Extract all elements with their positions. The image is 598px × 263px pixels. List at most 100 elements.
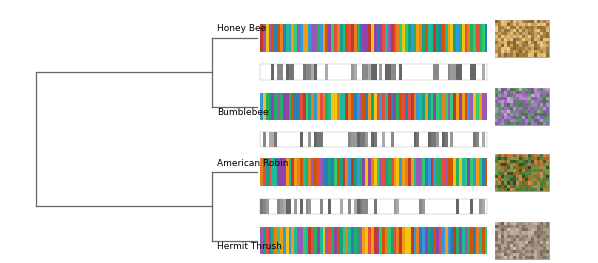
- Bar: [274, 93, 277, 120]
- Bar: [309, 158, 311, 186]
- Bar: [522, 253, 525, 256]
- Bar: [522, 188, 525, 191]
- Bar: [513, 163, 516, 166]
- Bar: [277, 64, 283, 80]
- Bar: [507, 235, 510, 237]
- Bar: [534, 110, 537, 113]
- Bar: [537, 235, 540, 237]
- Bar: [522, 166, 525, 169]
- Bar: [481, 158, 484, 186]
- Bar: [513, 23, 516, 26]
- Bar: [525, 228, 528, 231]
- Bar: [495, 157, 498, 160]
- Bar: [445, 93, 447, 120]
- Bar: [513, 94, 516, 97]
- Bar: [320, 158, 323, 186]
- Bar: [354, 158, 356, 186]
- Bar: [531, 178, 534, 181]
- Bar: [422, 93, 425, 120]
- Bar: [428, 24, 431, 52]
- Bar: [391, 227, 393, 255]
- Bar: [274, 132, 277, 147]
- Bar: [314, 64, 317, 80]
- Bar: [453, 158, 456, 186]
- Bar: [393, 93, 396, 120]
- Bar: [498, 47, 501, 50]
- Bar: [528, 185, 531, 188]
- Bar: [504, 26, 507, 29]
- Bar: [516, 228, 519, 231]
- Bar: [343, 93, 346, 120]
- Bar: [504, 166, 507, 169]
- Bar: [365, 24, 368, 52]
- Bar: [513, 160, 516, 163]
- Bar: [537, 41, 540, 44]
- Bar: [531, 26, 534, 29]
- Bar: [436, 93, 439, 120]
- Bar: [534, 97, 537, 100]
- Bar: [528, 160, 531, 163]
- Bar: [291, 93, 294, 120]
- Bar: [311, 158, 314, 186]
- Bar: [516, 157, 519, 160]
- Bar: [495, 225, 498, 228]
- Bar: [306, 158, 309, 186]
- Bar: [525, 110, 528, 113]
- Bar: [540, 47, 543, 50]
- Bar: [510, 163, 513, 166]
- Bar: [365, 93, 368, 120]
- Bar: [525, 235, 528, 237]
- Bar: [408, 227, 411, 255]
- Bar: [337, 93, 340, 120]
- Bar: [516, 172, 519, 175]
- Bar: [365, 132, 368, 147]
- Bar: [388, 24, 391, 52]
- Bar: [495, 47, 498, 50]
- Bar: [379, 93, 382, 120]
- Bar: [513, 88, 516, 91]
- Bar: [534, 157, 537, 160]
- Bar: [546, 35, 549, 38]
- Bar: [531, 225, 534, 228]
- Bar: [377, 24, 379, 52]
- Bar: [528, 178, 531, 181]
- Bar: [337, 24, 340, 52]
- Bar: [543, 110, 546, 113]
- Bar: [504, 178, 507, 181]
- Bar: [428, 132, 434, 147]
- Bar: [528, 23, 531, 26]
- Bar: [269, 158, 271, 186]
- Bar: [525, 247, 528, 250]
- Bar: [286, 93, 288, 120]
- Bar: [311, 227, 314, 255]
- Bar: [325, 158, 328, 186]
- Bar: [546, 116, 549, 119]
- Bar: [534, 103, 537, 107]
- Bar: [534, 20, 537, 23]
- Bar: [519, 250, 522, 253]
- Bar: [510, 169, 513, 172]
- Bar: [516, 116, 519, 119]
- Bar: [362, 158, 365, 186]
- Bar: [495, 26, 498, 29]
- Bar: [399, 64, 402, 80]
- Bar: [385, 158, 388, 186]
- Bar: [271, 24, 274, 52]
- Bar: [495, 94, 498, 97]
- Bar: [362, 24, 365, 52]
- Bar: [501, 244, 504, 247]
- Bar: [436, 24, 439, 52]
- Bar: [537, 256, 540, 259]
- Bar: [543, 38, 546, 41]
- Bar: [359, 93, 362, 120]
- Bar: [540, 91, 543, 94]
- Bar: [510, 110, 513, 113]
- Bar: [531, 20, 534, 23]
- Bar: [274, 24, 277, 52]
- Bar: [447, 227, 450, 255]
- Bar: [513, 91, 516, 94]
- Bar: [399, 24, 402, 52]
- Bar: [522, 53, 525, 57]
- Bar: [513, 44, 516, 47]
- Bar: [498, 160, 501, 163]
